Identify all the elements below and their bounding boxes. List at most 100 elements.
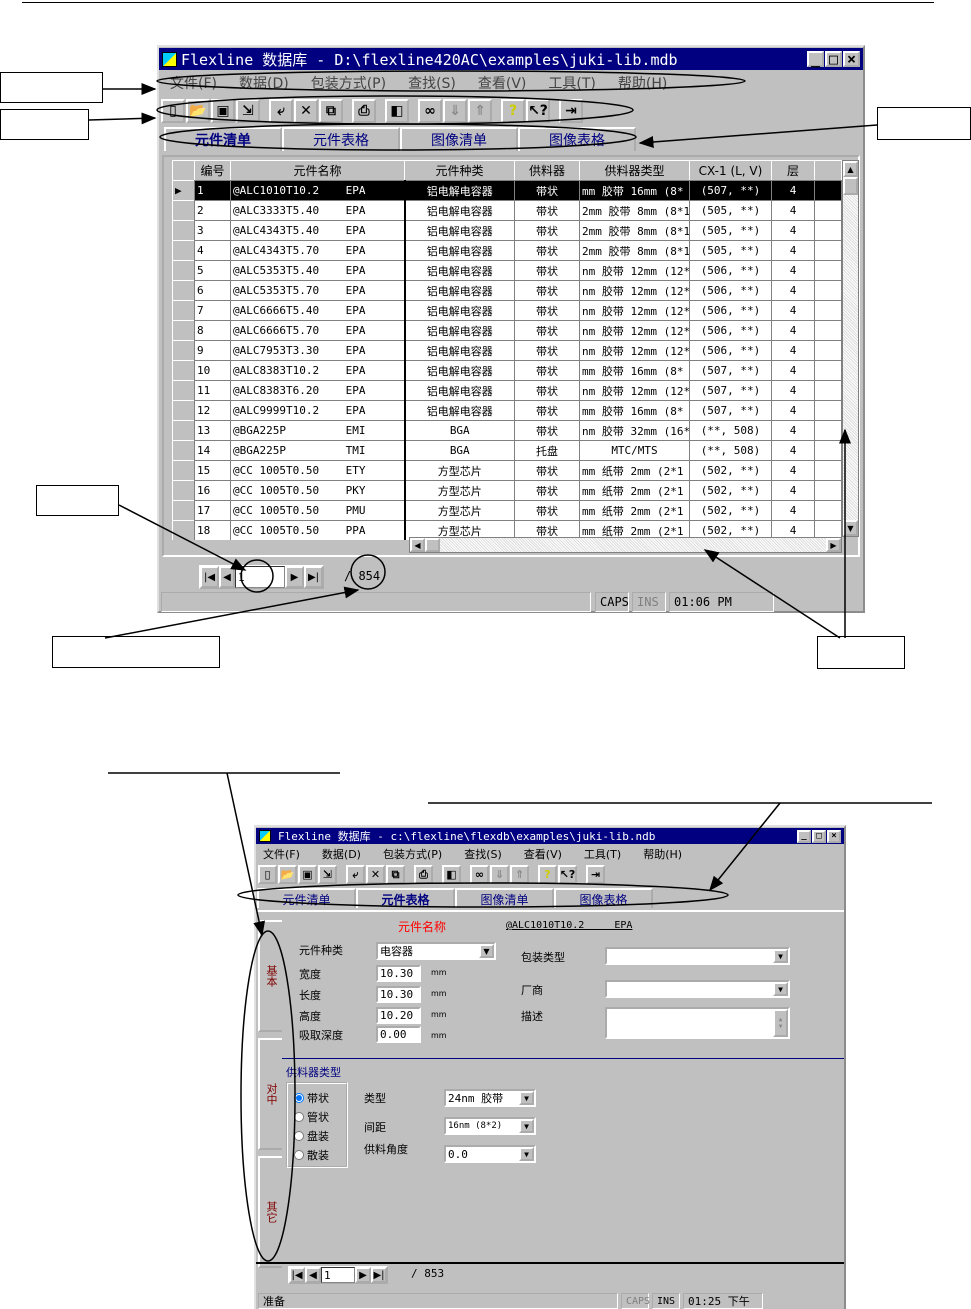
row-selector[interactable] [172, 460, 195, 481]
table-cell[interactable]: 2mm 胶带 8mm (8*1 [579, 240, 690, 261]
height-input[interactable]: 10.20 [376, 1007, 421, 1024]
next-record-button[interactable]: ▶ [285, 566, 304, 588]
minimize-button[interactable]: _ [807, 50, 824, 68]
copy-button[interactable]: ⧉ [386, 865, 405, 884]
menu-item[interactable]: 工具(T) [583, 848, 622, 861]
column-header[interactable]: 层 [771, 160, 815, 181]
copy-button[interactable]: ⧉ [319, 99, 343, 123]
first-record-button[interactable]: |◀ [200, 566, 219, 588]
menu-item[interactable]: 查找(S) [408, 76, 456, 92]
tab-1[interactable]: 元件表格 [356, 888, 455, 908]
exit-button[interactable]: ⇥ [586, 865, 605, 884]
tab-1[interactable]: 元件表格 [282, 127, 400, 151]
side-tab-1[interactable]: 对中 [258, 1038, 282, 1150]
database-button[interactable]: ◧ [442, 865, 461, 884]
column-header[interactable]: 供料器类型 [579, 160, 690, 181]
table-cell[interactable]: 15 [194, 460, 231, 481]
table-cell[interactable]: 4 [771, 320, 815, 341]
column-header[interactable]: 元件名称 [230, 160, 405, 181]
menu-item[interactable]: 文件(F) [170, 76, 217, 92]
table-row[interactable]: 7 @ALC6666T5.40 EPA 铝电解电容器 带状 nm 胶带 12mm (12… [172, 300, 842, 321]
tab-2[interactable]: 图像清单 [400, 127, 518, 151]
chevron-down-icon[interactable]: ▼ [519, 1147, 534, 1161]
table-cell[interactable]: mm 纸带 2mm (2*1 [579, 520, 690, 540]
table-cell[interactable]: nm 胶带 12mm (12* [579, 340, 690, 361]
menu-item[interactable]: 包装方式(P) [382, 848, 443, 861]
table-cell[interactable]: 铝电解电容器 [404, 360, 515, 381]
table-cell[interactable]: mm 胶带 16mm (8* [579, 180, 690, 201]
length-input[interactable]: 10.30 [376, 986, 421, 1003]
row-selector[interactable] [172, 400, 195, 421]
row-selector[interactable] [172, 260, 195, 281]
table-cell[interactable]: @CC 1005T0.50 PMU [230, 500, 406, 521]
table-cell[interactable]: @ALC5353T5.70 EPA [230, 280, 406, 301]
table-cell[interactable]: 17 [194, 500, 231, 521]
row-selector[interactable] [172, 500, 195, 521]
table-cell[interactable]: 4 [771, 360, 815, 381]
new-button[interactable]: ▯ [258, 865, 277, 884]
table-cell[interactable]: 带状 [514, 240, 580, 261]
feeder-radio-1[interactable]: 管状 [294, 1109, 329, 1125]
row-selector[interactable] [172, 480, 195, 501]
radio-button[interactable] [294, 1131, 304, 1141]
column-header[interactable]: 元件种类 [404, 160, 515, 181]
table-cell[interactable]: @ALC1010T10.2 EPA [230, 180, 406, 201]
table-cell[interactable]: nm 胶带 32mm (16* [579, 420, 690, 441]
table-row[interactable]: 9 @ALC7953T3.30 EPA 铝电解电容器 带状 nm 胶带 12mm (12… [172, 340, 842, 361]
table-cell[interactable]: 带状 [514, 480, 580, 501]
table-cell[interactable]: @ALC4343T5.40 EPA [230, 220, 406, 241]
sort-down-button[interactable]: ⇓ [443, 99, 467, 123]
feeder-radio-2[interactable]: 盘装 [294, 1128, 329, 1144]
table-cell[interactable]: 4 [771, 440, 815, 461]
table-row[interactable]: 8 @ALC6666T5.70 EPA 铝电解电容器 带状 nm 胶带 12mm (12… [172, 320, 842, 341]
menu-item[interactable]: 帮助(H) [643, 848, 683, 861]
table-cell[interactable]: @ALC5353T5.40 EPA [230, 260, 406, 281]
table-cell[interactable]: (506, **) [689, 300, 772, 321]
table-cell[interactable]: 带状 [514, 260, 580, 281]
first-record-button[interactable]: |◀ [289, 1267, 305, 1283]
row-selector[interactable] [172, 520, 195, 540]
table-cell[interactable]: mm 纸带 2mm (2*1 [579, 500, 690, 521]
table-cell[interactable]: @BGA225P EMI [230, 420, 406, 441]
table-row[interactable]: 15 @CC 1005T0.50 ETY 方型芯片 带状 mm 纸带 2mm (2*1(… [172, 460, 842, 481]
table-cell[interactable]: MTC/MTS [579, 440, 690, 461]
table-cell[interactable]: 带状 [514, 220, 580, 241]
table-cell[interactable]: 11 [194, 380, 231, 401]
table-cell[interactable]: 带状 [514, 340, 580, 361]
table-cell[interactable]: (507, **) [689, 400, 772, 421]
table-cell[interactable]: 4 [771, 380, 815, 401]
table-cell[interactable]: (**, 508) [689, 440, 772, 461]
table-cell[interactable]: 带状 [514, 320, 580, 341]
chevron-down-icon[interactable]: ▼ [479, 944, 494, 958]
table-cell[interactable]: 4 [194, 240, 231, 261]
table-cell[interactable]: 4 [771, 500, 815, 521]
width-input[interactable]: 10.30 [376, 965, 421, 982]
table-cell[interactable]: BGA [404, 420, 515, 441]
table-cell[interactable]: 2mm 胶带 8mm (8*1 [579, 220, 690, 241]
chevron-down-icon[interactable]: ▼ [519, 1091, 534, 1105]
row-selector[interactable] [172, 440, 195, 461]
table-cell[interactable]: 铝电解电容器 [404, 260, 515, 281]
table-cell[interactable]: 4 [771, 220, 815, 241]
table-cell[interactable]: (505, **) [689, 220, 772, 241]
table-cell[interactable]: 托盘 [514, 440, 580, 461]
column-header[interactable]: 供料器 [514, 160, 580, 181]
table-cell[interactable]: 4 [771, 420, 815, 441]
table-cell[interactable]: 12 [194, 400, 231, 421]
table-cell[interactable]: 方型芯片 [404, 480, 515, 501]
table-cell[interactable]: (506, **) [689, 320, 772, 341]
menu-item[interactable]: 数据(D) [321, 848, 361, 861]
table-cell[interactable]: 铝电解电容器 [404, 320, 515, 341]
prev-record-button[interactable]: ◀ [305, 1267, 321, 1283]
menu-item[interactable]: 工具(T) [548, 76, 596, 92]
table-cell[interactable]: mm 胶带 16mm (8* [579, 360, 690, 381]
table-cell[interactable]: 14 [194, 440, 231, 461]
table-cell[interactable]: @CC 1005T0.50 ETY [230, 460, 406, 481]
row-selector[interactable] [172, 340, 195, 361]
table-row[interactable]: 3 @ALC4343T5.40 EPA 铝电解电容器 带状 2mm 胶带 8mm (8*… [172, 220, 842, 241]
chevron-down-icon[interactable]: ▼ [773, 949, 788, 963]
table-cell[interactable]: 5 [194, 260, 231, 281]
table-row[interactable]: 10 @ALC8383T10.2 EPA 铝电解电容器 带状 mm 胶带 16mm (8… [172, 360, 842, 381]
table-cell[interactable]: 带状 [514, 460, 580, 481]
table-cell[interactable]: 铝电解电容器 [404, 380, 515, 401]
